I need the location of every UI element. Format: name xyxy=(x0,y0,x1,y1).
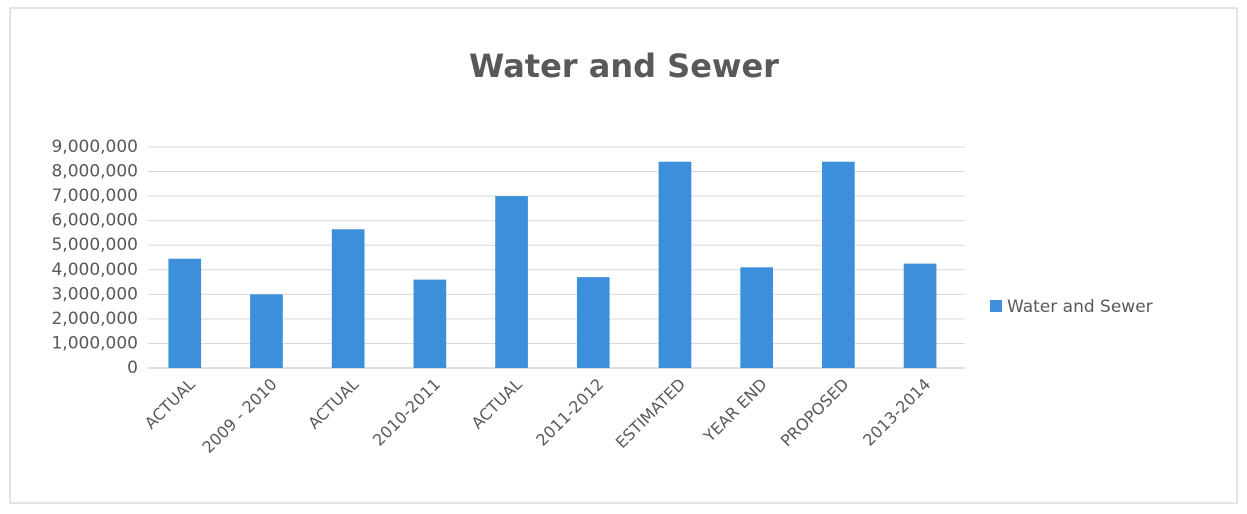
bar xyxy=(740,267,774,368)
chart-title: Water and Sewer xyxy=(469,47,779,85)
y-tick-label: 5,000,000 xyxy=(51,235,138,255)
y-tick-label: 9,000,000 xyxy=(51,137,138,157)
bar xyxy=(903,263,937,368)
y-tick-label: 1,000,000 xyxy=(51,333,138,353)
y-tick-label: 8,000,000 xyxy=(51,162,138,182)
y-tick-label: 0 xyxy=(127,358,138,378)
legend-swatch xyxy=(990,300,1002,312)
bar xyxy=(331,229,365,368)
y-tick-label: 4,000,000 xyxy=(51,260,138,280)
bar xyxy=(822,161,855,368)
bar xyxy=(250,294,283,368)
y-tick-label: 6,000,000 xyxy=(51,211,138,231)
chart-frame xyxy=(9,7,1238,504)
y-tick-label: 2,000,000 xyxy=(51,309,138,329)
bar xyxy=(576,277,610,368)
bar xyxy=(168,258,202,368)
legend-label: Water and Sewer xyxy=(1007,297,1153,317)
y-tick-label: 3,000,000 xyxy=(51,284,138,304)
bar xyxy=(413,279,447,368)
bar xyxy=(495,196,528,368)
bar xyxy=(658,161,692,368)
y-tick-label: 7,000,000 xyxy=(51,186,138,206)
